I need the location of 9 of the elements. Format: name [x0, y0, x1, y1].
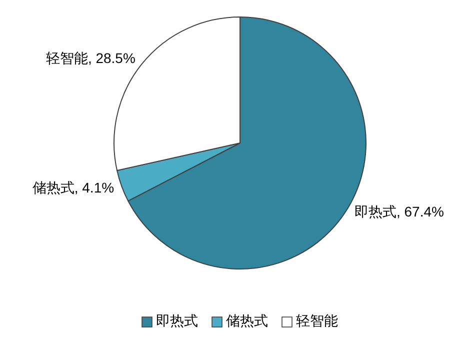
slice-label: 轻智能 — [46, 50, 88, 66]
slice-label: 储热式 — [32, 179, 74, 196]
legend-label: 轻智能 — [296, 312, 338, 329]
slice-label: 即热式 — [354, 203, 396, 220]
data-label: , 28.5% — [88, 50, 136, 66]
data-label: , 4.1% — [74, 179, 114, 196]
legend-label: 即热式 — [156, 312, 198, 329]
data-label: , 67.4% — [396, 203, 444, 220]
legend-label: 储热式 — [226, 312, 268, 329]
